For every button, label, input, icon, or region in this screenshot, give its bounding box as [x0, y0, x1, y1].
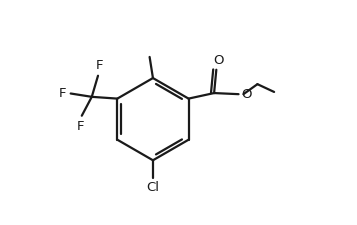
Text: Cl: Cl — [146, 181, 160, 194]
Text: F: F — [59, 87, 67, 100]
Text: O: O — [241, 88, 251, 101]
Text: O: O — [213, 54, 224, 68]
Text: F: F — [77, 120, 84, 133]
Text: F: F — [95, 59, 103, 72]
